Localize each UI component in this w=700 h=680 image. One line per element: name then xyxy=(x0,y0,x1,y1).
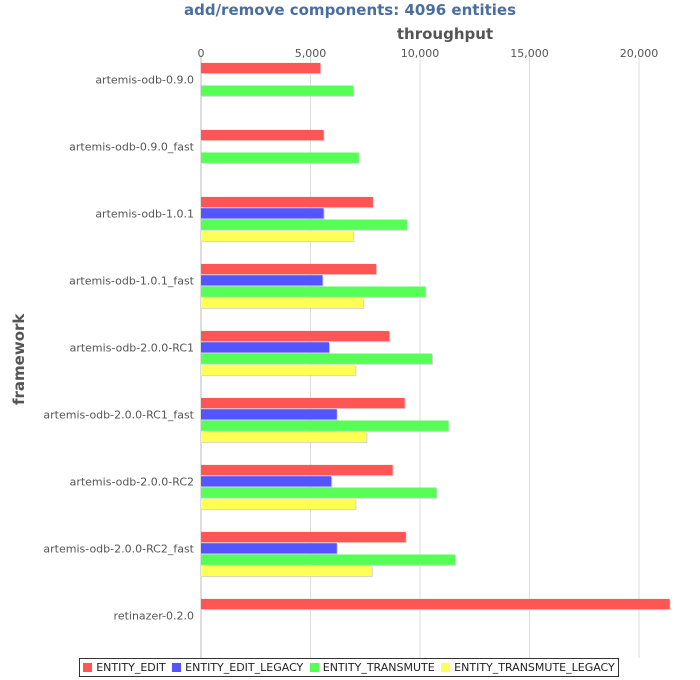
bar xyxy=(201,431,367,443)
legend-swatch xyxy=(83,663,93,672)
legend-item: ENTITY_EDIT_LEGACY xyxy=(172,661,303,674)
bar xyxy=(201,409,337,420)
y-tick-label: artemis-odb-2.0.0-RC2 xyxy=(70,476,194,489)
bar xyxy=(201,420,449,431)
bar xyxy=(201,129,324,141)
legend-label: ENTITY_TRANSMUTE xyxy=(322,661,435,674)
bar xyxy=(201,543,337,554)
bar xyxy=(201,598,670,610)
bar xyxy=(201,342,330,353)
bar xyxy=(201,498,356,510)
y-tick-label: artemis-odb-0.9.0_fast xyxy=(69,141,195,154)
y-tick-label: artemis-odb-1.0.1 xyxy=(95,208,194,221)
legend-label: ENTITY_EDIT xyxy=(96,661,166,674)
legend-swatch xyxy=(309,663,319,672)
legend-item: ENTITY_EDIT xyxy=(83,661,166,674)
bar xyxy=(201,62,321,74)
bar xyxy=(201,565,372,577)
bar xyxy=(201,464,393,476)
x-tick-label: 5,000 xyxy=(295,47,327,60)
bar xyxy=(201,297,364,309)
bar xyxy=(201,476,332,487)
bar xyxy=(201,263,377,275)
y-tick-label: artemis-odb-2.0.0-RC1 xyxy=(70,342,194,355)
bar xyxy=(201,230,354,242)
bar xyxy=(201,286,426,297)
bar xyxy=(201,487,437,498)
bar xyxy=(201,85,354,96)
bar xyxy=(201,364,356,376)
y-tick-label: artemis-odb-0.9.0 xyxy=(95,74,194,87)
legend-swatch xyxy=(441,663,451,672)
legend-label: ENTITY_TRANSMUTE_LEGACY xyxy=(454,661,615,674)
legend-swatch xyxy=(172,663,182,672)
bar xyxy=(201,196,373,208)
x-tick-label: 0 xyxy=(198,47,205,60)
bar xyxy=(201,554,456,565)
bar xyxy=(201,397,405,409)
bar xyxy=(201,219,407,230)
x-tick-label: 10,000 xyxy=(401,47,440,60)
x-tick-label: 20,000 xyxy=(620,47,659,60)
bar xyxy=(201,208,324,219)
y-tick-label: artemis-odb-2.0.0-RC2_fast xyxy=(43,543,194,556)
y-tick-label: artemis-odb-2.0.0-RC1_fast xyxy=(43,409,194,422)
bar xyxy=(201,353,433,364)
y-tick-label: artemis-odb-1.0.1_fast xyxy=(69,275,195,288)
legend-item: ENTITY_TRANSMUTE_LEGACY xyxy=(441,661,615,674)
bar xyxy=(201,531,406,543)
chart-title: add/remove components: 4096 entities xyxy=(183,1,517,19)
bar xyxy=(201,330,390,342)
x-tick-label: 15,000 xyxy=(510,47,549,60)
y-tick-label: retinazer-0.2.0 xyxy=(114,610,194,623)
legend-item: ENTITY_TRANSMUTE xyxy=(309,661,435,674)
legend-label: ENTITY_EDIT_LEGACY xyxy=(185,661,304,674)
bar xyxy=(201,275,323,286)
bar xyxy=(201,152,359,163)
x-axis-title: throughput xyxy=(396,25,494,43)
legend: ENTITY_EDIT ENTITY_EDIT_LEGACY ENTITY_TRAN… xyxy=(79,658,619,677)
